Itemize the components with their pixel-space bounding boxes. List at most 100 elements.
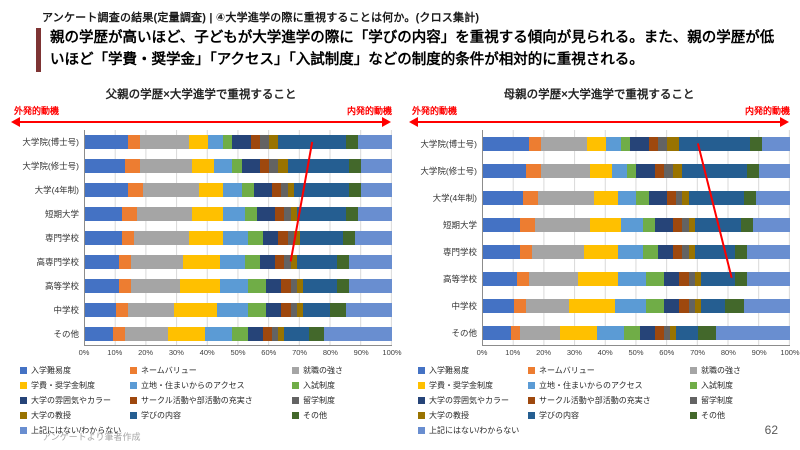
bar-segment xyxy=(538,190,594,205)
bar-segment xyxy=(324,327,392,341)
legend-label: 学費・奨学金制度 xyxy=(31,381,95,390)
headline-block: 親の学歴が高いほど、子どもが大学進学の際に「学びの内容」を重視する傾向が見られる… xyxy=(36,28,784,72)
bar-segment xyxy=(694,217,741,232)
bar-segment xyxy=(746,163,760,178)
x-axis: 0% 10% 20% 30% 40% 50% 60% 70% 80% 90% 100% xyxy=(477,346,800,359)
extrinsic-motivation-label: 外発的動機 xyxy=(412,106,458,116)
legend-swatch xyxy=(292,397,299,404)
legend-label: 入学難易度 xyxy=(429,366,469,375)
bar-row xyxy=(85,154,392,178)
stacked-bar xyxy=(483,217,790,232)
bar-segment xyxy=(700,271,735,286)
legend-item: 就職の強さ xyxy=(292,365,392,376)
bar-segment xyxy=(85,183,128,197)
category-label: 専門学校 xyxy=(442,246,477,257)
bar-segment xyxy=(636,163,655,178)
x-tick-label: 0% xyxy=(476,348,488,357)
legend-item: 留学制度 xyxy=(292,395,392,406)
bar-row xyxy=(483,265,790,292)
legend-swatch xyxy=(418,367,425,374)
stacked-bar xyxy=(85,135,392,149)
bar-segment xyxy=(85,231,122,245)
bar-segment xyxy=(296,279,303,293)
bar-segment xyxy=(355,231,392,245)
stacked-bar xyxy=(85,207,392,221)
bar-segment xyxy=(700,298,726,313)
bar-segment xyxy=(618,271,646,286)
bar-segment xyxy=(725,298,744,313)
source-note: アンケートより筆者作成 xyxy=(42,432,141,442)
bar-segment xyxy=(284,207,291,221)
bar-segment xyxy=(189,231,224,245)
legend-label: 大学の雰囲気やカラー xyxy=(429,396,509,405)
bar-segment xyxy=(753,217,790,232)
bar-segment xyxy=(121,231,135,245)
x-tick-label: 50% xyxy=(628,348,644,357)
bar-segment xyxy=(624,325,640,340)
bar-segment xyxy=(694,271,701,286)
legend-item: 留学制度 xyxy=(690,395,790,406)
bar-segment xyxy=(654,325,665,340)
bar-segment xyxy=(118,255,132,269)
bar-segment xyxy=(263,231,279,245)
bar-segment xyxy=(664,271,680,286)
bar-segment xyxy=(272,183,282,197)
bar-segment xyxy=(247,279,267,293)
x-axis: 0% 10% 20% 30% 40% 50% 60% 70% 80% 90% 100% xyxy=(79,346,402,359)
bar-row xyxy=(85,298,392,322)
bar-row xyxy=(85,250,392,274)
bar-segment xyxy=(223,231,248,245)
bar-segment xyxy=(483,298,514,313)
bar-segment xyxy=(118,279,132,293)
chart-title: 母親の学歴×大学進学で重視すること xyxy=(503,89,695,101)
legend-item: 学費・奨学金制度 xyxy=(418,380,524,391)
bar-segment xyxy=(137,207,193,221)
bar-segment xyxy=(584,244,619,259)
bar-row xyxy=(483,319,790,346)
category-axis: 大学院(博士号) 大学院(修士号) 大学(4年制) 短期大学 専門学校 高等学校 中学校 その… xyxy=(408,130,482,346)
category-label: 高等学校 xyxy=(442,273,477,284)
category-label: 大学院(博士号) xyxy=(22,137,79,147)
bar-segment xyxy=(716,325,790,340)
stacked-bar xyxy=(483,136,790,151)
stacked-bar xyxy=(85,159,392,173)
bar-segment xyxy=(621,136,631,151)
bar-segment xyxy=(348,279,392,293)
x-tick-label: 40% xyxy=(597,348,613,357)
stacked-bar xyxy=(85,327,392,341)
legend-label: 立地・住まいからのアクセス xyxy=(539,381,643,390)
bar-segment xyxy=(192,159,214,173)
legend-item: その他 xyxy=(690,410,790,421)
bar-segment xyxy=(266,279,282,293)
legend-swatch xyxy=(690,367,697,374)
bar-row xyxy=(85,130,392,154)
bar-segment xyxy=(259,159,270,173)
stacked-bar xyxy=(85,303,392,317)
legend-swatch xyxy=(20,412,27,419)
legend-swatch xyxy=(528,367,535,374)
headline-text: 親の学歴が高いほど、子どもが大学進学の際に「学びの内容」を重視する傾向が見られる… xyxy=(50,30,775,68)
bar-segment xyxy=(682,190,689,205)
legend-swatch xyxy=(130,367,137,374)
bar-segment xyxy=(223,207,245,221)
x-tick-label: 90% xyxy=(751,348,767,357)
x-tick-label: 100% xyxy=(780,348,800,357)
bar-segment xyxy=(664,163,674,178)
bar-segment xyxy=(266,303,282,317)
category-label: 大学院(修士号) xyxy=(22,161,79,171)
bar-segment xyxy=(121,207,138,221)
legend-swatch xyxy=(418,397,425,404)
bar-segment xyxy=(664,298,680,313)
bar-segment xyxy=(697,325,717,340)
bar-segment xyxy=(636,190,649,205)
bar-segment xyxy=(664,325,671,340)
legend-item: 入学難易度 xyxy=(418,365,524,376)
legend-label: 入試制度 xyxy=(303,381,335,390)
bar-segment xyxy=(85,327,113,341)
bar-segment xyxy=(682,244,689,259)
bar-segment xyxy=(578,271,619,286)
bar-segment xyxy=(247,231,263,245)
bar-segment xyxy=(345,207,359,221)
bar-row xyxy=(85,202,392,226)
legend-item: 大学の教授 xyxy=(20,410,126,421)
